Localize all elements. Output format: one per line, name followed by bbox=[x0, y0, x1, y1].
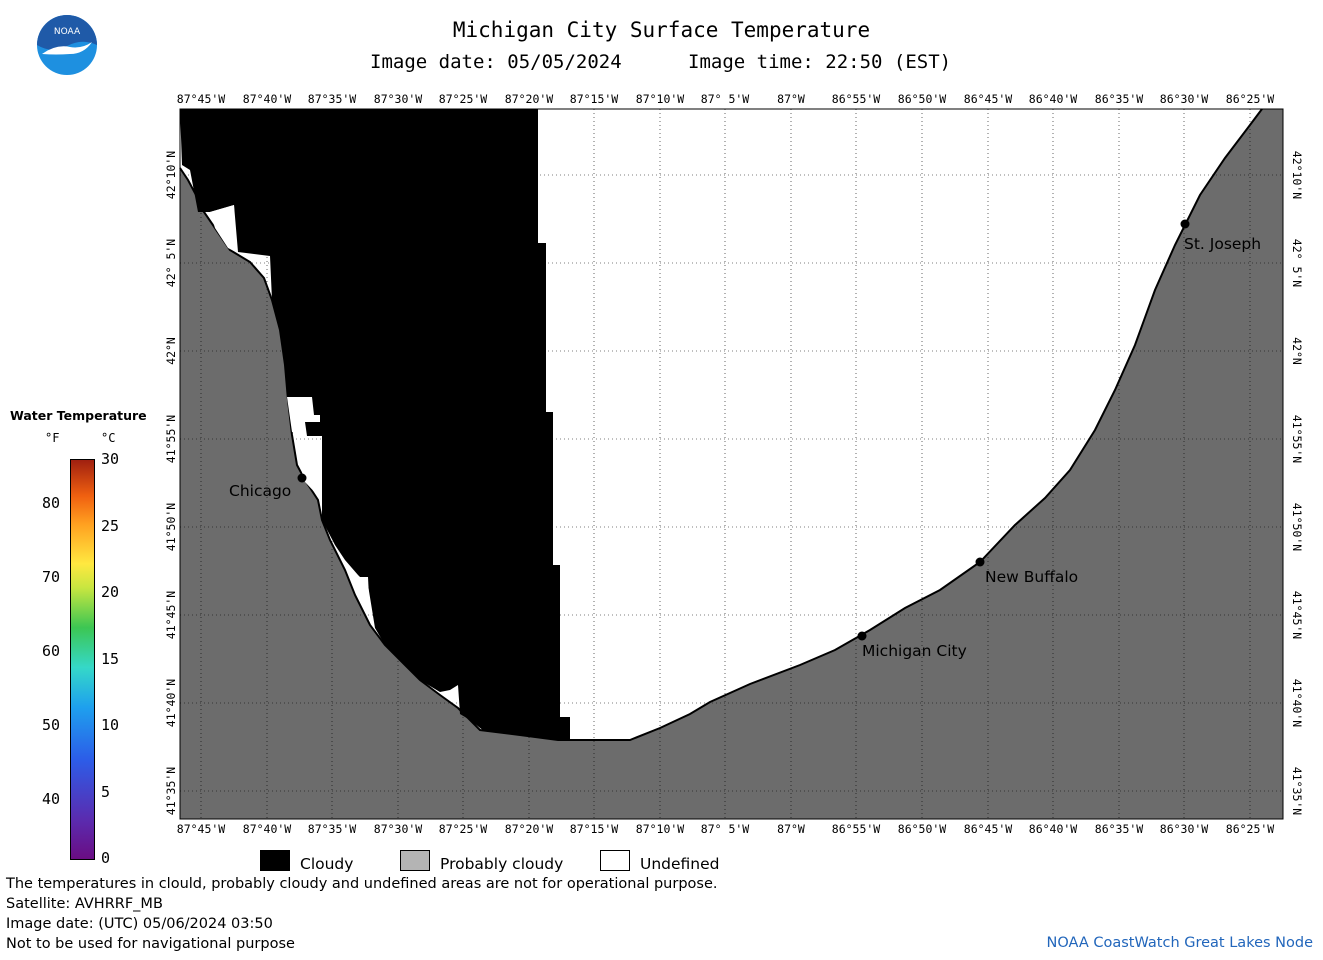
lon-tick-label: 86°45'W bbox=[963, 822, 1013, 836]
footer-note: The temperatures in clould, probably clo… bbox=[6, 876, 718, 892]
city-label-new-buffalo: New Buffalo bbox=[985, 568, 1079, 586]
colorbar bbox=[70, 459, 95, 860]
lon-tick-label: 86°50'W bbox=[897, 822, 947, 836]
footer-satellite: Satellite: AVHRRF_MB bbox=[6, 896, 163, 912]
lat-tick-label: 42°N bbox=[1290, 337, 1304, 365]
image-time: Image time: 22:50 (EST) bbox=[688, 51, 952, 73]
colorbar-f-tick: 60 bbox=[41, 642, 60, 661]
lon-tick-label: 86°55'W bbox=[831, 92, 881, 106]
michigan-city-marker bbox=[857, 631, 867, 641]
lon-tick-label: 86°25'W bbox=[1225, 92, 1275, 106]
lat-tick-label: 41°40'N bbox=[164, 678, 178, 728]
lon-tick-label: 86°35'W bbox=[1094, 822, 1144, 836]
footer-image-date: Image date: (UTC) 05/06/2024 03:50 bbox=[6, 916, 273, 932]
map-frame bbox=[179, 108, 1284, 820]
image-date: Image date: 05/05/2024 bbox=[370, 51, 622, 73]
lat-tick-label: 41°55'N bbox=[164, 414, 178, 464]
lat-tick-label: 42° 5'N bbox=[1290, 238, 1304, 288]
lon-tick-label: 86°40'W bbox=[1028, 822, 1078, 836]
lon-tick-label: 87°15'W bbox=[569, 92, 619, 106]
lon-tick-label: 86°45'W bbox=[963, 92, 1013, 106]
st-joseph-marker bbox=[1180, 219, 1190, 229]
colorbar-c-tick: 10 bbox=[101, 716, 120, 734]
lat-tick-label: 41°50'N bbox=[1290, 502, 1304, 552]
colorbar-c-tick: 30 bbox=[101, 450, 120, 468]
city-label-st-joseph: St. Joseph bbox=[1184, 235, 1262, 253]
footer-disclaimer: Not to be used for navigational purpose bbox=[6, 936, 295, 952]
lat-tick-label: 41°35'N bbox=[1290, 766, 1304, 816]
footer-credit: NOAA CoastWatch Great Lakes Node bbox=[1046, 935, 1313, 951]
colorbar-c-tick: 20 bbox=[101, 583, 120, 601]
city-label-michigan-city: Michigan City bbox=[862, 642, 967, 660]
colorbar-f-tick: 80 bbox=[41, 494, 60, 513]
lon-tick-label: 87°45'W bbox=[176, 822, 226, 836]
colorbar-f-tick: 70 bbox=[41, 568, 60, 587]
legend-swatch-cloudy bbox=[260, 850, 290, 871]
lon-tick-label: 86°50'W bbox=[897, 92, 947, 106]
lon-tick-label: 87°35'W bbox=[307, 822, 357, 836]
lat-tick-label: 42°10'N bbox=[164, 150, 178, 200]
lon-tick-label: 87°W bbox=[777, 822, 805, 836]
land-area bbox=[180, 109, 1283, 819]
lat-tick-label: 41°55'N bbox=[1290, 414, 1304, 464]
logo-text: NOAA bbox=[54, 27, 81, 37]
new-buffalo-marker bbox=[975, 557, 985, 567]
noaa-logo: NOAA bbox=[37, 15, 97, 75]
lon-tick-label: 86°35'W bbox=[1094, 92, 1144, 106]
lon-tick-label: 86°40'W bbox=[1028, 92, 1078, 106]
page-title: Michigan City Surface Temperature bbox=[452, 18, 871, 42]
colorbar-c-tick: 5 bbox=[101, 782, 111, 801]
lon-tick-label: 87°10'W bbox=[635, 822, 685, 836]
lon-tick-label: 87°20'W bbox=[504, 822, 554, 836]
lat-tick-label: 41°45'N bbox=[1290, 590, 1304, 640]
lat-tick-label: 41°45'N bbox=[164, 590, 178, 640]
lon-tick-label: 87°40'W bbox=[242, 822, 292, 836]
lon-tick-label: 86°55'W bbox=[831, 822, 881, 836]
legend-label-undefined: Undefined bbox=[640, 855, 720, 873]
colorbar-c-tick: 0 bbox=[101, 849, 111, 867]
lon-tick-label: 87°10'W bbox=[635, 92, 685, 106]
lon-tick-label: 87°20'W bbox=[504, 92, 554, 106]
lon-tick-label: 86°30'W bbox=[1159, 822, 1209, 836]
legend-label-cloudy: Cloudy bbox=[300, 855, 354, 873]
colorbar-f-tick: 50 bbox=[41, 716, 60, 734]
lon-tick-label: 87°45'W bbox=[176, 92, 226, 106]
lon-tick-label: 87°W bbox=[777, 92, 805, 106]
colorbar-title: Water Temperature bbox=[10, 408, 147, 423]
lon-tick-label: 87° 5'W bbox=[700, 92, 750, 106]
lat-tick-label: 42° 5'N bbox=[164, 238, 178, 288]
unit-celsius: °C bbox=[101, 431, 116, 445]
lon-tick-label: 87°40'W bbox=[242, 92, 292, 106]
colorbar-f-tick: 40 bbox=[41, 789, 60, 808]
legend-label-probably-cloudy: Probably cloudy bbox=[440, 855, 564, 873]
lon-tick-label: 87°35'W bbox=[307, 92, 357, 106]
unit-fahrenheit: °F bbox=[45, 431, 60, 445]
lat-tick-label: 42°10'N bbox=[1290, 150, 1304, 200]
lat-tick-label: 41°50'N bbox=[164, 502, 178, 552]
legend-swatch-probably-cloudy bbox=[400, 850, 430, 871]
lon-tick-label: 87° 5'W bbox=[700, 822, 750, 836]
lon-tick-label: 87°30'W bbox=[373, 92, 423, 106]
lon-tick-label: 86°25'W bbox=[1225, 822, 1275, 836]
chicago-marker bbox=[297, 473, 307, 483]
lon-tick-label: 87°25'W bbox=[438, 822, 488, 836]
lon-tick-label: 87°25'W bbox=[438, 92, 488, 106]
cloud-area bbox=[180, 109, 570, 740]
lon-tick-label: 87°15'W bbox=[569, 822, 619, 836]
legend-swatch-undefined bbox=[600, 850, 630, 871]
lon-tick-label: 87°30'W bbox=[373, 822, 423, 836]
colorbar-c-tick: 15 bbox=[101, 649, 120, 668]
city-label-chicago: Chicago bbox=[229, 482, 292, 500]
colorbar-c-tick: 25 bbox=[101, 516, 120, 535]
lat-tick-label: 41°35'N bbox=[164, 766, 178, 816]
lat-tick-label: 42°N bbox=[164, 337, 178, 365]
lat-tick-label: 41°40'N bbox=[1290, 678, 1304, 728]
lon-tick-label: 86°30'W bbox=[1159, 92, 1209, 106]
